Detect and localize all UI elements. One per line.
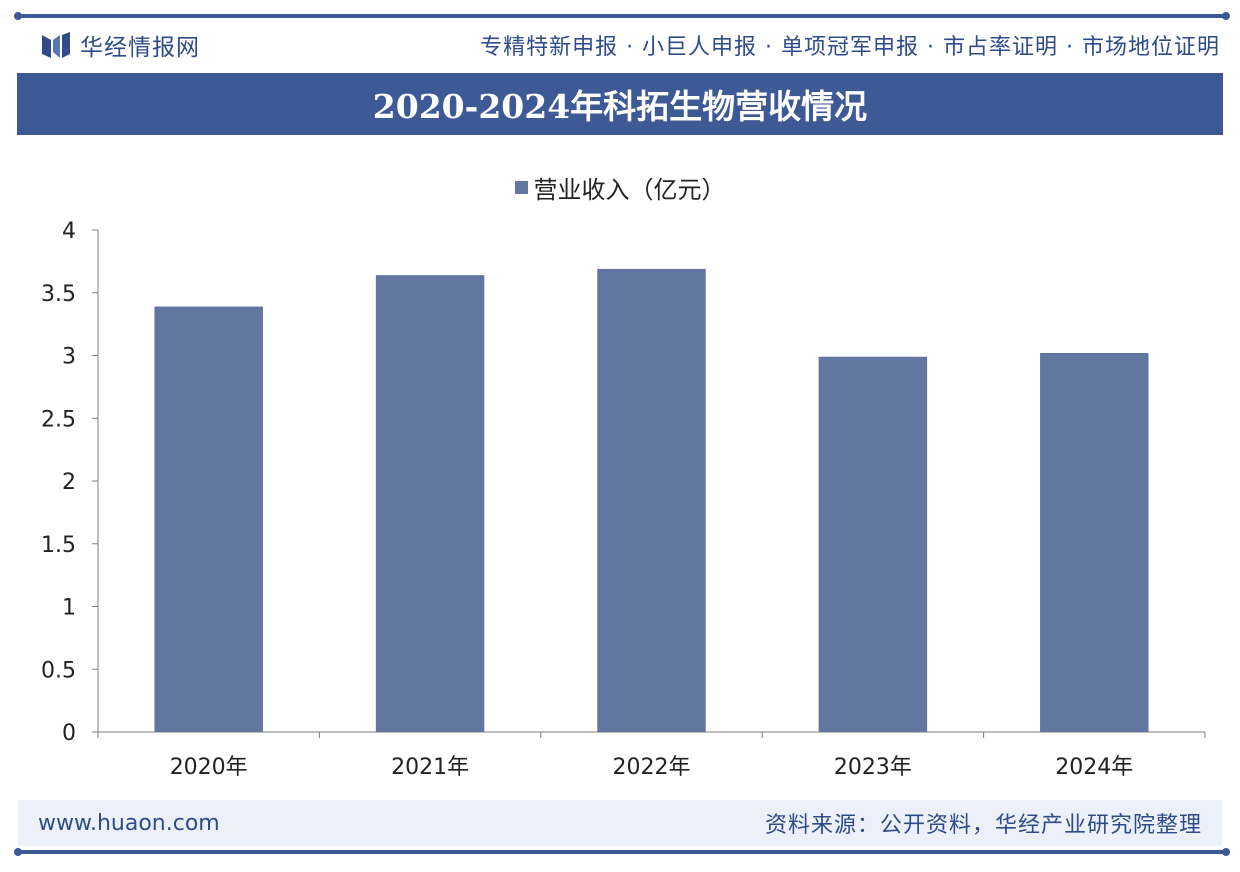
y-tick-label: 2 <box>62 470 76 495</box>
bar-2 <box>375 275 485 732</box>
chart-title: 2020-2024年科拓生物营收情况 <box>372 87 868 126</box>
footer: www.huaon.com 资料来源：公开资料，华经产业研究院整理 <box>18 800 1222 846</box>
y-tick-label: 4 <box>62 219 76 244</box>
x-tick-label: 2023年 <box>834 755 912 780</box>
bar-5 <box>1040 352 1149 732</box>
bar-1 <box>154 306 263 732</box>
bar-chart: 0 0.5 1 1.5 2 2.5 3 3.5 4 2020年 2021年 2022年 2023年 202… <box>41 219 1206 780</box>
brand-logo-icon <box>42 32 70 58</box>
chart-ticks: 0 0.5 1 1.5 2 2.5 3 3.5 4 2020年 2021年 2022年 2023年 202… <box>41 219 1206 780</box>
top-rule <box>14 12 1230 20</box>
y-tick-label: 2.5 <box>41 407 76 432</box>
bar-4 <box>818 356 928 732</box>
legend: 营业收入（亿元） <box>0 170 1240 205</box>
y-tick-label: 1.5 <box>41 533 76 558</box>
footer-source: 资料来源：公开资料，华经产业研究院整理 <box>764 813 1202 838</box>
y-tick-label: 1 <box>62 596 76 621</box>
legend-swatch <box>514 181 528 194</box>
y-tick-label: 3 <box>62 345 76 370</box>
y-tick-label: 0 <box>62 721 76 746</box>
y-tick-label: 3.5 <box>41 282 76 307</box>
brand-name: 华经情报网 <box>80 35 200 61</box>
bar-3 <box>597 268 706 732</box>
x-tick-label: 2022年 <box>613 755 691 780</box>
bottom-rule <box>14 848 1230 856</box>
x-tick-label: 2021年 <box>391 755 469 780</box>
x-tick-label: 2024年 <box>1055 755 1133 780</box>
x-tick-label: 2020年 <box>170 755 248 780</box>
chart-bars <box>154 268 1149 732</box>
legend-label: 营业收入（亿元） <box>533 176 726 204</box>
services-list: 专精特新申报 · 小巨人申报 · 单项冠军申报 · 市占率证明 · 市场地位证明 <box>480 35 1220 60</box>
title-bar: 2020-2024年科拓生物营收情况 <box>17 73 1223 135</box>
y-tick-label: 0.5 <box>41 658 76 683</box>
header: 华经情报网 专精特新申报 · 小巨人申报 · 单项冠军申报 · 市占率证明 · … <box>18 24 1222 66</box>
footer-url[interactable]: www.huaon.com <box>38 810 220 836</box>
brand[interactable]: 华经情报网 <box>18 28 200 62</box>
